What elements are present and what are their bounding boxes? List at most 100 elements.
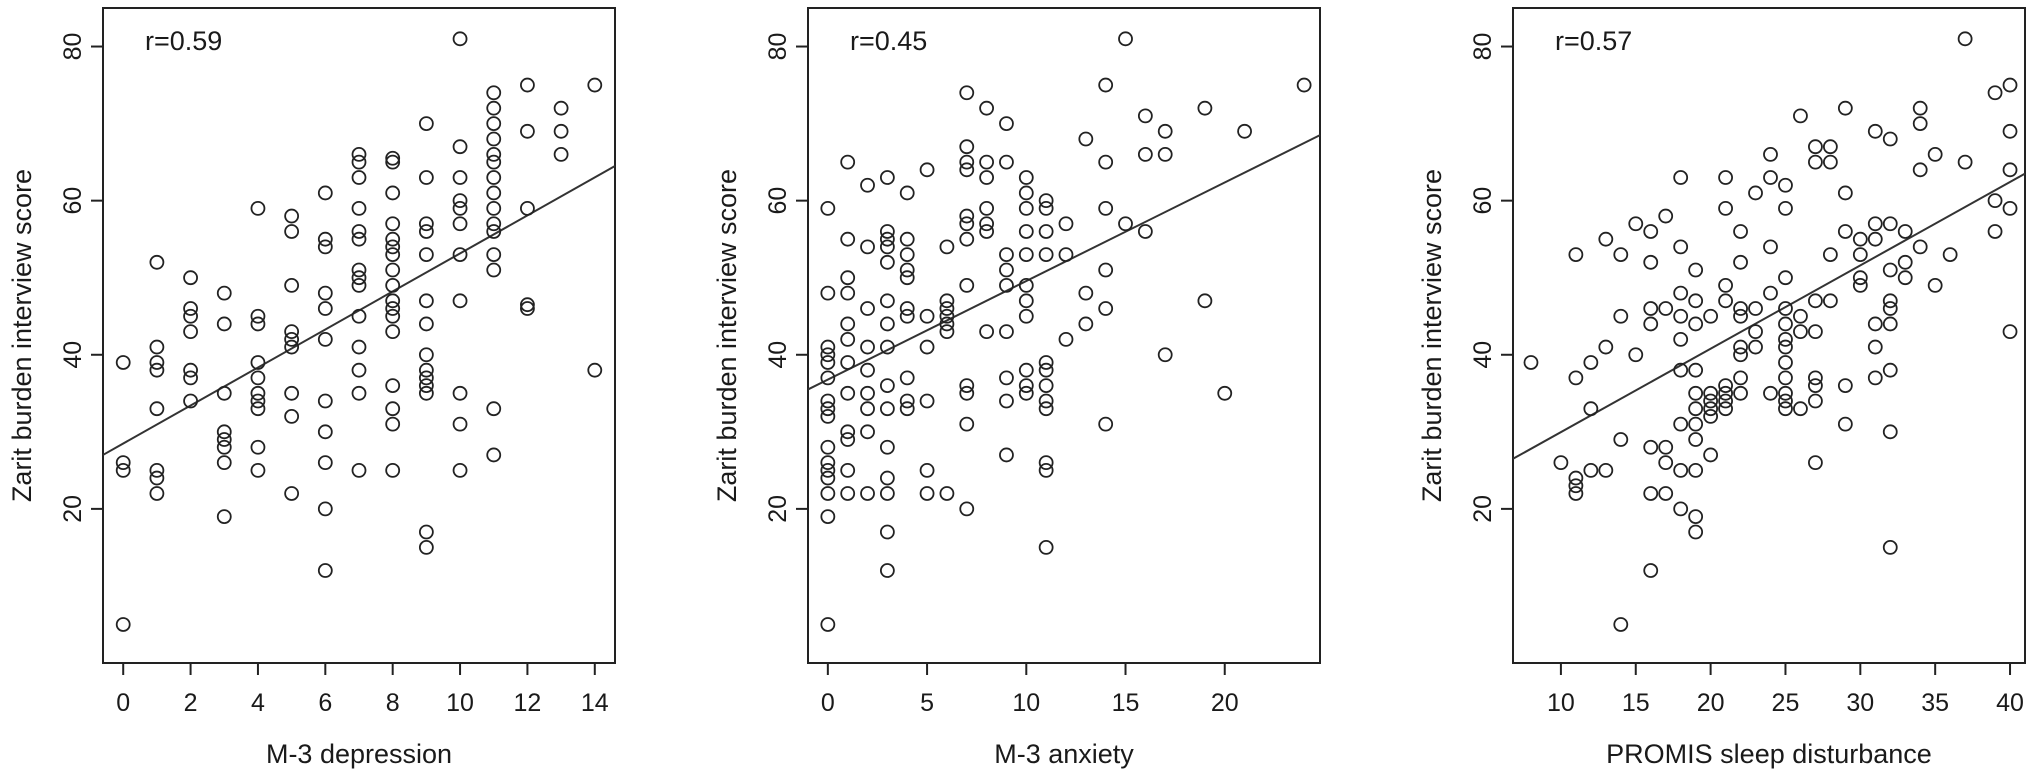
panel-2-data-point xyxy=(999,370,1014,386)
panel-1-data-point xyxy=(250,393,266,409)
panel-1-data-point xyxy=(351,362,367,378)
panel-2-data-point xyxy=(1098,77,1114,93)
panel-3-data-point xyxy=(1987,85,2003,101)
panel-2-data-point xyxy=(1137,108,1153,124)
panel-2-data-point xyxy=(820,370,836,386)
panel-1-data-point xyxy=(216,385,232,401)
panel-2: 0 5 10 15 20 20 40 60 80 M-3 anxiety Zarit burden … xyxy=(712,7,1321,769)
panel-1-data-point xyxy=(149,339,165,355)
panel-3-x-tick-label: 15 xyxy=(1622,689,1650,717)
panel-3-data-point xyxy=(1718,393,1733,409)
panel-1-y-tick-label: 20 xyxy=(59,495,87,523)
panel-2-data-point xyxy=(1098,416,1114,432)
panel-2-data-point xyxy=(979,154,995,170)
panel-1-data-point xyxy=(553,123,569,139)
panel-1-data-point xyxy=(250,200,266,216)
panel-3-data-point xyxy=(1523,355,1539,370)
panel-2-data-point xyxy=(979,100,995,116)
panel-1-data-point xyxy=(351,278,367,293)
panel-1-data-point xyxy=(216,316,232,332)
panel-3-data-point xyxy=(1808,378,1823,393)
panel-2-data-point xyxy=(1237,123,1252,139)
panel-2-data-point xyxy=(820,393,836,409)
panel-3-data-point xyxy=(1673,285,1689,301)
panel-3-data-point xyxy=(1987,224,2003,239)
panel-1-data-point xyxy=(418,362,434,378)
panel-2-data-point xyxy=(1098,154,1114,170)
panel-1-data-point xyxy=(418,216,434,232)
panel-1-data-point xyxy=(115,455,131,471)
panel-3-data-point xyxy=(1852,247,1868,262)
panel-3-data-point xyxy=(1882,301,1898,316)
panel-2-data-point xyxy=(840,285,856,301)
panel-2-data-point xyxy=(1098,262,1114,278)
panel-2-x-tick-label: 15 xyxy=(1112,689,1140,717)
panel-3-regression-line xyxy=(1512,172,2026,460)
panel-1-data-point xyxy=(486,200,502,216)
panel-3-data-point xyxy=(1718,293,1733,309)
panel-3-data-point xyxy=(1897,224,1913,239)
panel-2-data-point xyxy=(999,262,1014,278)
panel-3-data-point xyxy=(1583,401,1599,417)
panel-2-data-point xyxy=(959,378,975,393)
panel-3-data-point xyxy=(1703,409,1719,424)
panel-3-data-point xyxy=(1718,378,1733,393)
panel-3-data-point xyxy=(1643,563,1659,578)
panel-1-data-point xyxy=(385,216,401,232)
panel-3-data-point xyxy=(1598,231,1614,247)
panel-2-data-point xyxy=(1038,200,1054,216)
panel-3-data-point xyxy=(1778,339,1793,355)
panel-1-data-point xyxy=(385,401,401,417)
panel-3-data-point xyxy=(1778,331,1793,347)
panel-1-data-point xyxy=(317,393,333,409)
panel-2-data-point xyxy=(1018,200,1034,216)
panel-3-data-point xyxy=(1867,216,1883,232)
panel-3-data-point xyxy=(1718,278,1733,293)
panel-2-data-point xyxy=(1038,455,1054,471)
panel-3-data-point xyxy=(1778,200,1793,216)
panel-1-data-point xyxy=(351,224,367,239)
panel-3-data-point xyxy=(1763,285,1778,301)
panel-1-data-point xyxy=(418,116,434,131)
panel-1-data-point xyxy=(520,200,535,216)
panel-2-data-point xyxy=(1078,316,1094,332)
panel-1-data-point xyxy=(216,455,232,471)
panel-2-data-point xyxy=(840,231,856,247)
panel-1-data-point xyxy=(250,355,266,370)
panel-3-data-point xyxy=(1613,308,1629,324)
panel-2-data-point xyxy=(919,486,935,501)
panel-2-data-point xyxy=(899,262,915,278)
panel-3-data-point xyxy=(2002,123,2018,139)
panel-1-data-point xyxy=(553,147,569,162)
panel-1-data-point xyxy=(216,509,232,524)
panel-2-data-point xyxy=(840,486,856,501)
panel-3-data-point xyxy=(1688,293,1704,309)
panel-1-data-point xyxy=(486,147,502,162)
panel-3-data-point xyxy=(1733,370,1748,386)
panel-3-data-point xyxy=(1643,486,1659,501)
panel-3-data-point xyxy=(1808,324,1823,340)
panel-3-data-point xyxy=(1718,200,1733,216)
panel-3-data-point xyxy=(1568,486,1584,501)
panel-2-data-point xyxy=(1098,200,1114,216)
panel-3-x-tick-label: 25 xyxy=(1772,689,1800,717)
panel-2-data-point xyxy=(860,486,875,501)
panel-2-data-point xyxy=(1137,147,1153,162)
panel-1-data-point xyxy=(385,293,401,309)
panel-3-data-point xyxy=(1598,339,1614,355)
panel-3-data-point xyxy=(1822,293,1838,309)
panel-1-x-tick-label: 2 xyxy=(184,689,198,717)
panel-1-data-point xyxy=(351,385,367,401)
panel-1-data-point xyxy=(486,85,502,101)
panel-2-data-point xyxy=(840,432,856,447)
panel-1-data-point xyxy=(486,100,502,116)
panel-1-data-point xyxy=(284,208,300,224)
panel-3-data-point xyxy=(1673,362,1689,378)
panel-3-y-tick-label: 20 xyxy=(1469,495,1497,523)
panel-3-data-point xyxy=(1583,355,1599,370)
panel-3-data-point xyxy=(1733,385,1748,401)
panel-3-data-point xyxy=(1598,462,1614,478)
panel-2-data-point xyxy=(1038,393,1054,409)
panel-1-x-tick-label: 0 xyxy=(116,689,130,717)
panel-1-data-point xyxy=(486,131,502,147)
